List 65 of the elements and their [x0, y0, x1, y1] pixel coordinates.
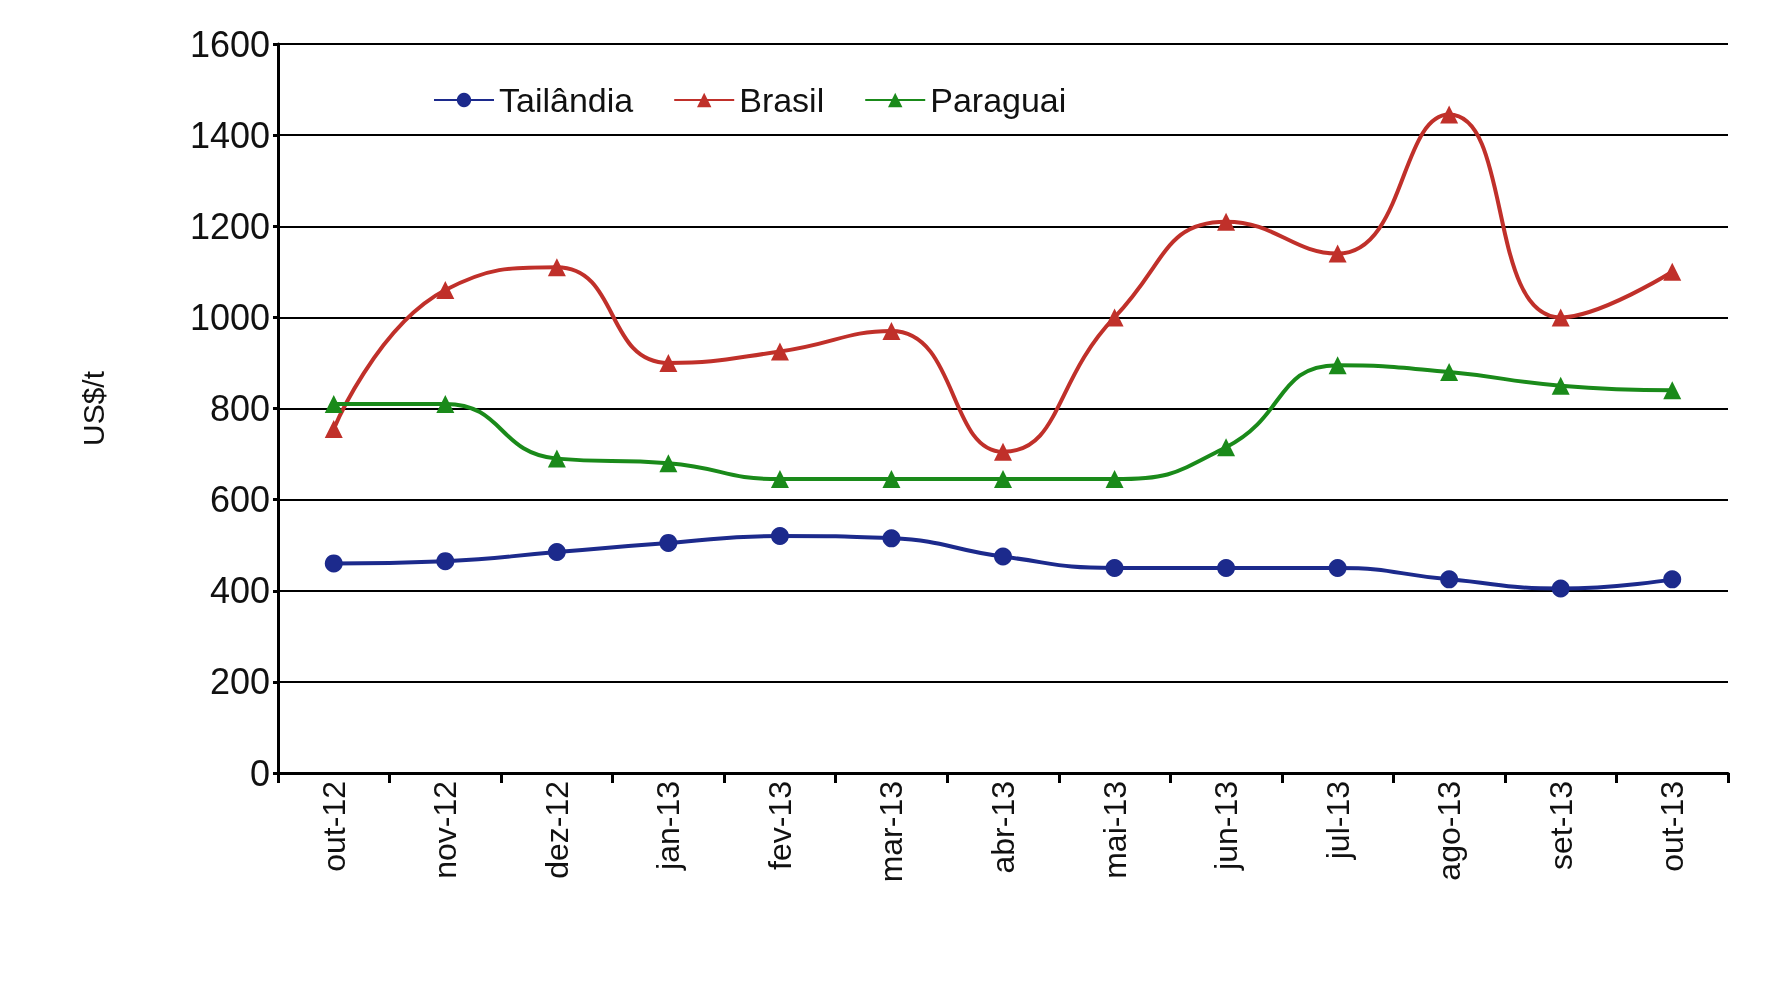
- point: [882, 529, 901, 548]
- point: [659, 533, 678, 552]
- x-tick-label: dez-12: [538, 781, 575, 879]
- point: [994, 547, 1012, 566]
- point: [770, 342, 789, 361]
- y-tick-label: 1400: [189, 114, 270, 156]
- x-tick-label: out-12: [315, 781, 352, 872]
- point: [436, 552, 455, 571]
- y-tick-label: 200: [209, 661, 270, 703]
- point: [547, 543, 566, 562]
- y-axis-title: US$/t: [76, 370, 110, 447]
- x-tick-label: ago-13: [1431, 781, 1468, 881]
- point: [994, 470, 1012, 489]
- x-tick-label: out-13: [1654, 781, 1691, 872]
- point: [770, 470, 789, 489]
- point: [324, 420, 343, 438]
- y-tick-label: 1000: [189, 296, 270, 338]
- legend-label: Paraguai: [930, 81, 1067, 119]
- x-tick-label: mai-13: [1096, 781, 1133, 879]
- point: [659, 454, 678, 473]
- point: [1440, 570, 1459, 589]
- point: [1328, 558, 1347, 577]
- point: [1217, 558, 1236, 577]
- point: [1551, 376, 1570, 395]
- point: [1663, 262, 1682, 281]
- point: [770, 527, 789, 546]
- point: [1663, 570, 1682, 589]
- point: [882, 322, 901, 341]
- x-tick-label: jun-13: [1208, 781, 1245, 871]
- point: [1328, 356, 1347, 375]
- point: [436, 394, 455, 413]
- point: [1105, 558, 1124, 577]
- point: [1551, 579, 1570, 598]
- point: [1217, 438, 1236, 457]
- point: [1551, 308, 1570, 327]
- y-tick-label: 0: [249, 752, 270, 794]
- x-tick-label: mar-13: [873, 781, 910, 883]
- x-tick-label: jan-13: [650, 781, 687, 871]
- point: [1328, 244, 1347, 263]
- point: [1663, 381, 1682, 400]
- point: [882, 470, 901, 489]
- point: [436, 281, 455, 300]
- point: [1105, 308, 1124, 327]
- point: [547, 258, 566, 277]
- x-tick-label: set-13: [1542, 781, 1579, 870]
- x-tick-label: jul-13: [1319, 781, 1356, 861]
- point: [1105, 470, 1124, 489]
- legend-label: Brasil: [739, 81, 825, 119]
- point: [1440, 363, 1459, 382]
- point: [324, 394, 343, 413]
- point: [994, 442, 1012, 461]
- x-tick-label: nov-12: [427, 781, 464, 879]
- y-tick-label: 600: [209, 479, 270, 521]
- x-tick-label: fev-13: [761, 781, 798, 870]
- point: [1217, 212, 1236, 231]
- y-tick-label: 1600: [189, 23, 270, 65]
- y-tick-label: 1200: [189, 205, 270, 247]
- point: [547, 449, 566, 468]
- point: [324, 554, 343, 573]
- y-tick-label: 800: [209, 388, 270, 429]
- point: [1440, 105, 1459, 124]
- x-tick-label: abr-13: [985, 781, 1021, 874]
- point: [659, 353, 678, 372]
- y-tick-label: 400: [209, 570, 270, 612]
- legend-label: Tailândia: [499, 81, 634, 119]
